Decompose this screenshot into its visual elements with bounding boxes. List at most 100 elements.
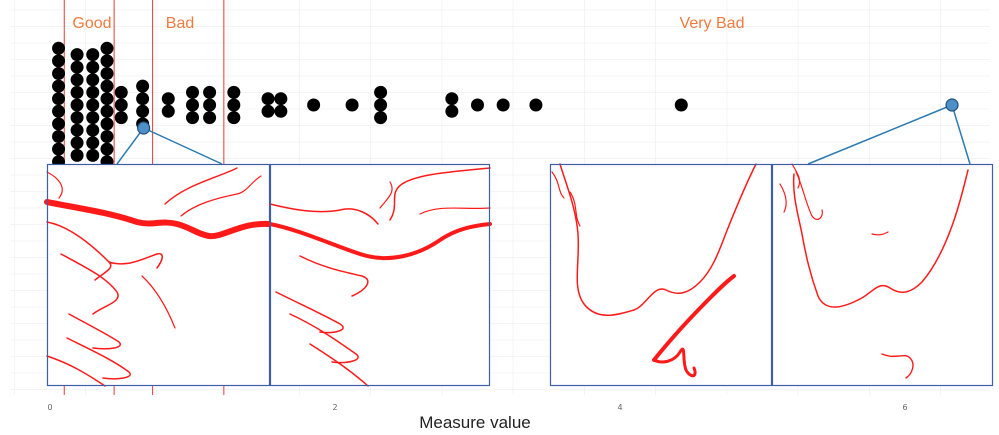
data-point <box>100 130 114 143</box>
data-point <box>136 92 150 106</box>
inset-connector-line <box>951 104 971 165</box>
contour-curve <box>419 207 491 215</box>
data-point <box>374 111 388 125</box>
data-point <box>52 142 66 156</box>
data-point <box>86 48 100 62</box>
data-point <box>70 98 84 112</box>
data-point <box>52 130 66 143</box>
data-point <box>203 85 217 99</box>
contour-curve <box>299 255 369 297</box>
data-point <box>70 48 84 62</box>
data-point <box>100 67 114 80</box>
data-point <box>70 73 84 87</box>
inset-panel <box>549 163 773 387</box>
data-point <box>307 98 321 112</box>
x-axis-title: Measure value <box>419 413 531 432</box>
inset-panel <box>771 163 994 387</box>
contour-curve <box>379 181 393 209</box>
contour-curve <box>569 191 581 227</box>
data-point <box>136 104 150 118</box>
data-point <box>70 123 84 137</box>
data-point <box>445 92 459 106</box>
data-point <box>674 98 688 112</box>
inset-connector-line <box>807 104 953 165</box>
contour-curve <box>164 167 238 205</box>
data-point <box>70 85 84 99</box>
data-point <box>100 79 114 93</box>
contour-curve <box>180 175 262 217</box>
data-point <box>52 79 66 93</box>
contour-curve <box>652 274 736 362</box>
contour-curve <box>268 222 492 261</box>
data-point <box>86 60 100 74</box>
data-point <box>203 111 217 125</box>
data-point <box>374 98 388 112</box>
data-point <box>227 85 241 99</box>
data-point <box>52 54 66 68</box>
contour-curve <box>46 355 106 387</box>
data-point <box>186 98 199 112</box>
inset-background <box>772 164 993 386</box>
data-point <box>52 92 66 106</box>
region-label-bad: Bad <box>166 15 194 32</box>
data-point <box>70 111 84 125</box>
data-point <box>496 98 510 112</box>
contour-curve <box>289 313 359 364</box>
contour-curve <box>389 167 491 221</box>
data-point <box>186 85 199 99</box>
data-points <box>52 41 688 169</box>
data-point <box>529 98 543 112</box>
data-point <box>100 41 114 55</box>
inset-panels <box>44 163 994 387</box>
contour-curve <box>60 253 119 315</box>
inset-connector-line <box>143 127 223 165</box>
data-point <box>100 92 114 106</box>
data-point <box>52 41 66 55</box>
inset-panel <box>44 163 272 387</box>
data-point <box>374 85 388 99</box>
data-point <box>52 67 66 80</box>
data-point <box>161 104 175 118</box>
contour-curve <box>66 337 131 380</box>
x-tick-label: 0 <box>47 403 52 412</box>
data-point <box>186 111 199 125</box>
data-point <box>471 98 484 112</box>
contour-curve <box>791 163 801 189</box>
data-point <box>114 111 128 125</box>
data-point <box>114 85 128 99</box>
data-point <box>136 79 150 93</box>
data-point <box>100 142 114 156</box>
highlighted-points <box>137 98 959 135</box>
data-point <box>161 92 175 106</box>
contour-curve <box>68 313 122 350</box>
data-point <box>70 148 84 162</box>
contour-curve <box>792 169 969 308</box>
data-point <box>86 98 100 112</box>
data-point <box>445 104 459 118</box>
x-axis-ticks: 0 2 4 6 <box>47 403 907 412</box>
contour-curve <box>871 231 889 236</box>
data-point <box>261 92 275 106</box>
data-point <box>86 85 100 99</box>
data-point <box>345 98 359 112</box>
region-label-good: Good <box>72 15 111 32</box>
contour-curve <box>141 275 176 329</box>
data-point <box>274 104 288 118</box>
contour-curve <box>108 252 163 269</box>
inset-connector-line <box>116 127 145 165</box>
data-point <box>86 123 100 137</box>
data-point <box>52 104 66 118</box>
data-point <box>100 117 114 131</box>
inset-frame <box>549 163 773 387</box>
data-point <box>86 73 100 87</box>
region-label-very-bad: Very Bad <box>680 15 745 32</box>
data-point <box>52 117 66 131</box>
inset-connectors <box>116 104 971 165</box>
data-point <box>86 111 100 125</box>
data-point <box>100 104 114 118</box>
data-point <box>86 136 100 150</box>
data-point <box>274 92 288 106</box>
inset-panel <box>268 163 492 387</box>
contour-curve <box>275 291 344 334</box>
